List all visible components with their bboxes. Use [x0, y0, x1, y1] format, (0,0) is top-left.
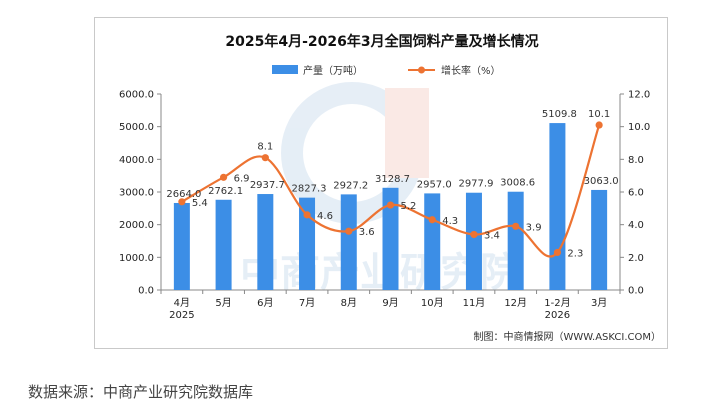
bar — [299, 197, 316, 290]
watermark-logo-block — [385, 88, 429, 178]
y-right-tick-label: 12.0 — [628, 90, 650, 101]
growth-point — [386, 201, 395, 209]
chart-credit: 制图：中商情报网（WWW.ASKCI.COM） — [474, 330, 662, 343]
legend-line-marker — [418, 66, 425, 74]
x-tick-label: 7月 — [299, 297, 315, 309]
growth-point — [219, 173, 228, 181]
bar — [215, 199, 232, 290]
bar — [173, 202, 190, 290]
bar-value-label: 2827.3 — [292, 184, 327, 195]
bar — [465, 192, 482, 290]
y-right-tick-label: 0.0 — [628, 286, 644, 297]
growth-point — [261, 154, 269, 162]
growth-point — [595, 121, 603, 129]
x-tick-label: 6月 — [257, 297, 273, 309]
growth-point — [553, 248, 562, 257]
growth-value-label: 2.3 — [567, 248, 583, 259]
bar — [507, 191, 524, 290]
growth-value-label: 10.1 — [588, 109, 610, 120]
y-left-tick-label: 3000.0 — [119, 188, 154, 199]
y-right-tick-label: 2.0 — [628, 253, 644, 264]
growth-value-label: 8.1 — [257, 142, 273, 153]
growth-value-label: 6.9 — [234, 173, 250, 184]
bar-value-label: 2664.0 — [166, 189, 201, 200]
growth-value-label: 5.4 — [192, 198, 208, 209]
bar — [549, 123, 566, 290]
bar-value-label: 3063.0 — [584, 176, 619, 187]
x-tick-label: 9月 — [382, 297, 398, 309]
y-left-tick-label: 5000.0 — [119, 122, 154, 133]
growth-value-label: 3.4 — [484, 230, 500, 241]
growth-point — [470, 230, 478, 239]
x-tick-label: 10月 — [421, 297, 444, 309]
growth-value-label: 4.6 — [317, 211, 333, 222]
y-right-tick-label: 6.0 — [628, 188, 644, 199]
legend-line-label: 增长率（%） — [441, 64, 501, 77]
bar-value-label: 2762.1 — [208, 186, 243, 197]
x-tick-label: 3月 — [591, 297, 607, 309]
x-tick-label: 1-2月 — [544, 297, 570, 309]
growth-point — [345, 227, 353, 235]
growth-value-label: 3.9 — [526, 222, 542, 233]
chart-title: 2025年4月-2026年3月全国饲料产量及增长情况 — [225, 33, 538, 50]
bar-value-label: 3008.6 — [500, 178, 535, 189]
bar — [257, 194, 274, 290]
plot-area: 0.0 1000.0 2000.0 3000.0 4000.0 5000.0 6000.0 0… — [119, 90, 650, 322]
legend-bar-label: 产量（万吨） — [303, 64, 363, 77]
x-tick-label: 8月 — [341, 297, 357, 309]
chart-svg: 中商产业研究院 2025年4月-2026年3月全国饲料产量及增长情况 产量（万吨… — [119, 33, 662, 343]
x-tick-label: 4月 — [174, 297, 190, 309]
x-tick-label: 5月 — [215, 297, 231, 309]
growth-value-label: 5.2 — [401, 201, 417, 212]
x-tick-label: 11月 — [463, 297, 486, 309]
y-left-tick-label: 1000.0 — [119, 253, 154, 264]
bar — [340, 194, 357, 290]
x-tick-label: 12月 — [504, 297, 527, 309]
y-left-tick-label: 4000.0 — [119, 155, 154, 166]
bar — [382, 187, 399, 290]
bar — [424, 193, 441, 290]
y-right-tick-label: 8.0 — [628, 155, 644, 166]
y-left-tick-label: 0.0 — [138, 286, 154, 297]
legend: 产量（万吨） 增长率（%） — [272, 64, 501, 77]
bar-value-label: 2927.2 — [333, 180, 368, 191]
chart-frame: 中商产业研究院 2025年4月-2026年3月全国饲料产量及增长情况 产量（万吨… — [94, 17, 668, 349]
growth-value-label: 3.6 — [359, 227, 375, 238]
growth-value-label: 4.3 — [442, 216, 458, 227]
y-right-tick-label: 10.0 — [628, 122, 650, 133]
legend-bar-swatch — [272, 65, 298, 74]
growth-line — [181, 124, 601, 258]
bar-value-label: 2957.0 — [417, 179, 452, 190]
x-tick-year-label: 2025 — [169, 310, 194, 321]
source-note: 数据来源：中商产业研究院数据库 — [28, 383, 254, 401]
bar-value-label: 2937.7 — [250, 180, 285, 191]
bar — [591, 189, 608, 290]
y-left-tick-label: 2000.0 — [119, 220, 154, 231]
growth-point — [512, 222, 520, 230]
x-tick-year-label: 2026 — [545, 310, 570, 321]
growth-point — [178, 198, 186, 206]
bar-value-label: 3128.7 — [375, 174, 410, 185]
bar-value-label: 5109.8 — [542, 109, 577, 120]
y-left-tick-label: 6000.0 — [119, 90, 154, 101]
growth-point — [303, 211, 311, 219]
growth-point — [428, 216, 436, 224]
bar-value-label: 2977.9 — [458, 179, 493, 190]
y-right-tick-label: 4.0 — [628, 220, 644, 231]
